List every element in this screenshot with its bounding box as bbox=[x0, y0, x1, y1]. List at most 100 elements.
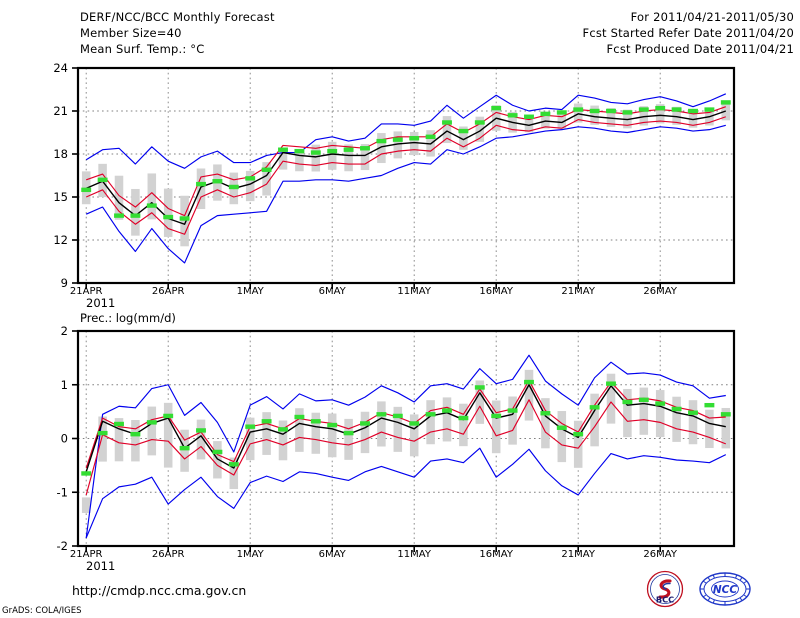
spread-box bbox=[295, 408, 304, 452]
ncc-logo: NCC bbox=[699, 572, 751, 606]
x-tick-label: 11MAY bbox=[397, 549, 431, 560]
spread-box bbox=[131, 420, 140, 462]
spread-box bbox=[672, 396, 681, 442]
y-tick-label: -2 bbox=[57, 539, 68, 553]
series-max bbox=[85, 354, 726, 539]
header-variable-temp: Mean Surf. Temp.: °C bbox=[80, 42, 205, 56]
spread-box bbox=[541, 398, 550, 449]
spread-box bbox=[377, 401, 386, 447]
spread-box bbox=[360, 144, 370, 171]
spread-box bbox=[180, 195, 189, 247]
spread-box bbox=[311, 144, 321, 172]
spread-box bbox=[245, 417, 255, 461]
y-tick-label: 9 bbox=[61, 276, 68, 290]
spread-box bbox=[475, 116, 485, 142]
spread-box bbox=[508, 396, 517, 445]
y-tick-label: 15 bbox=[53, 190, 68, 204]
spread-box bbox=[442, 397, 452, 442]
spread-box bbox=[393, 406, 403, 452]
spread-box bbox=[98, 416, 107, 462]
y-tick-label: 18 bbox=[53, 147, 68, 161]
grads-credit: GrADS: COLA/IGES bbox=[2, 606, 82, 616]
spread-box bbox=[590, 393, 599, 447]
spread-box bbox=[639, 106, 649, 126]
x-tick-label: 6MAY bbox=[319, 286, 347, 297]
spread-box bbox=[524, 115, 534, 133]
spread-box bbox=[655, 390, 665, 438]
spread-box bbox=[262, 412, 271, 455]
spread-box bbox=[655, 104, 665, 124]
x-tick-label: 16MAY bbox=[479, 549, 513, 560]
x-tick-label: 6MAY bbox=[319, 549, 347, 560]
x-tick-label: 26MAY bbox=[643, 549, 677, 560]
spread-box bbox=[524, 369, 534, 421]
spread-box bbox=[475, 380, 485, 424]
spread-box bbox=[623, 388, 632, 438]
spread-box bbox=[114, 175, 124, 220]
logo-group: BCC NCC bbox=[643, 570, 755, 612]
spread-box bbox=[245, 170, 255, 202]
spread-box bbox=[573, 103, 583, 123]
spread-box bbox=[163, 188, 173, 237]
x-tick-label: 26MAY bbox=[643, 286, 677, 297]
spread-box bbox=[196, 419, 206, 460]
x-tick-label: 21APR bbox=[70, 286, 103, 297]
spread-box bbox=[442, 116, 452, 144]
header-forecast-range: For 2011/04/21-2011/05/30 bbox=[630, 10, 794, 24]
spread-box bbox=[705, 409, 714, 449]
spread-box bbox=[426, 400, 435, 445]
spread-box bbox=[459, 403, 468, 447]
x-axis-year-label: 2011 bbox=[86, 559, 115, 573]
series-ensemble-mean bbox=[85, 110, 727, 225]
header-member-size: Member Size=40 bbox=[80, 26, 182, 40]
y-tick-label: 1 bbox=[61, 378, 68, 392]
cmdp-url[interactable]: http://cmdp.ncc.cma.gov.cn bbox=[72, 583, 247, 598]
spread-box bbox=[327, 141, 337, 170]
spread-box bbox=[229, 457, 239, 490]
series-min bbox=[85, 447, 727, 539]
spread-box bbox=[377, 133, 386, 164]
header-title: DERF/NCC/BCC Monthly Forecast bbox=[80, 10, 275, 24]
x-tick-label: 21APR bbox=[70, 549, 103, 560]
spread-box bbox=[688, 400, 698, 445]
precip-axis-title: Prec.: log(mm/d) bbox=[80, 311, 176, 325]
spread-box bbox=[491, 400, 501, 454]
x-tick-label: 16MAY bbox=[479, 286, 513, 297]
series-lower-quartile bbox=[85, 116, 726, 235]
x-tick-label: 21MAY bbox=[561, 549, 595, 560]
spread-box bbox=[409, 131, 419, 156]
series-lower-quartile bbox=[85, 399, 727, 496]
spread-box bbox=[459, 126, 468, 150]
x-tick-label: 1MAY bbox=[237, 286, 265, 297]
spread-box bbox=[311, 412, 321, 454]
x-tick-label: 21MAY bbox=[561, 286, 595, 297]
spread-box bbox=[672, 106, 681, 125]
spread-box bbox=[81, 497, 91, 513]
spread-box bbox=[295, 149, 304, 172]
precipitation-panel: -2 -1 0 1 2 21APR 26APR 1MAY 6MAY 11MAY 16MAY 21MAY… bbox=[57, 324, 736, 573]
spread-box bbox=[409, 414, 419, 457]
spread-box bbox=[131, 188, 140, 236]
spread-box bbox=[639, 387, 649, 435]
spread-box bbox=[278, 420, 288, 461]
spread-box bbox=[196, 168, 206, 210]
series-ensemble-mean bbox=[85, 384, 726, 473]
spread-box bbox=[721, 407, 731, 449]
spread-box bbox=[557, 411, 567, 463]
spread-box bbox=[147, 406, 157, 456]
spread-box bbox=[557, 113, 567, 129]
y-tick-label: 24 bbox=[53, 61, 68, 75]
spread-box bbox=[262, 162, 271, 196]
spread-box bbox=[213, 441, 222, 479]
spread-box bbox=[573, 420, 583, 468]
bcc-logo: BCC bbox=[646, 570, 684, 608]
header-start-date: Fcst Started Refer Date 2011/04/20 bbox=[582, 26, 794, 40]
x-tick-label: 26APR bbox=[152, 549, 185, 560]
spread-box bbox=[163, 402, 173, 468]
spread-box bbox=[344, 418, 353, 460]
x-tick-label: 26APR bbox=[152, 286, 185, 297]
svg-text:BCC: BCC bbox=[656, 595, 674, 605]
series-upper-quartile bbox=[85, 379, 726, 469]
